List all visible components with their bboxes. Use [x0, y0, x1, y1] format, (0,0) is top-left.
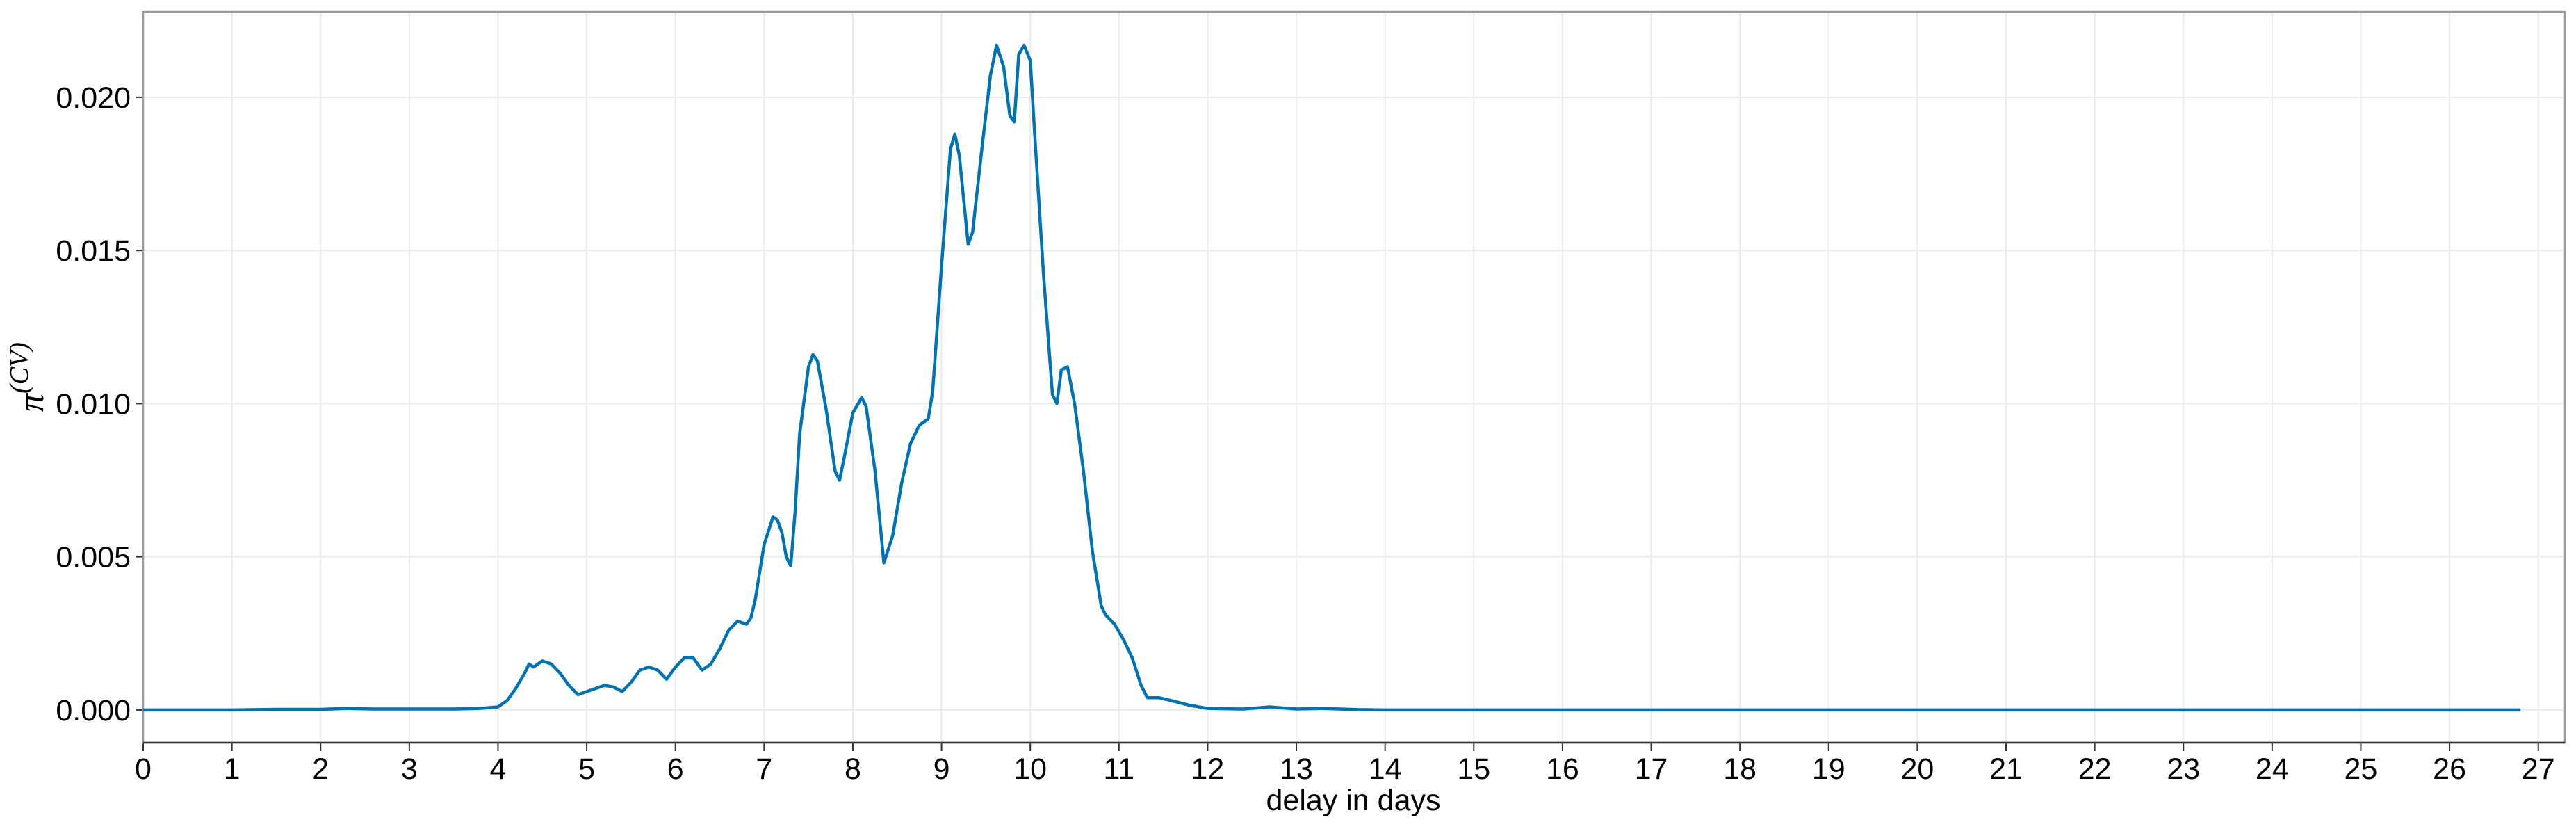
- y-axis-label-base: π: [12, 392, 51, 412]
- y-axis-label: π(CV): [5, 342, 51, 412]
- x-tick-label: 23: [2167, 752, 2200, 786]
- x-tick-label: 7: [756, 752, 772, 786]
- x-tick-label: 1: [224, 752, 241, 786]
- y-axis-label-sup: (CV): [5, 342, 34, 394]
- x-tick-label: 10: [1013, 752, 1047, 786]
- y-tick-label: 0.020: [56, 81, 131, 115]
- x-tick-label: 0: [135, 752, 152, 786]
- x-tick-label: 11: [1103, 752, 1134, 786]
- x-tick-label: 20: [1900, 752, 1934, 786]
- data-line: [143, 43, 2521, 712]
- x-tick-label: 9: [934, 752, 950, 786]
- x-tick-label: 8: [845, 752, 861, 786]
- x-tick-label: 22: [2078, 752, 2112, 786]
- x-tick-label: 21: [1989, 752, 2023, 786]
- y-tick-label: 0.000: [56, 694, 131, 727]
- x-tick-label: 16: [1546, 752, 1579, 786]
- x-tick-label: 14: [1369, 752, 1402, 786]
- x-tick-label: 13: [1280, 752, 1313, 786]
- x-tick-label: 27: [2522, 752, 2555, 786]
- x-tick-label: 15: [1457, 752, 1490, 786]
- x-tick-label: 4: [490, 752, 507, 786]
- x-tick-label: 19: [1812, 752, 1845, 786]
- x-tick-label: 12: [1191, 752, 1225, 786]
- x-axis-label: delay in days: [1266, 784, 1441, 817]
- y-tick-label: 0.015: [56, 234, 131, 268]
- y-tick-label: 0.005: [56, 541, 131, 574]
- x-tick-label: 26: [2433, 752, 2466, 786]
- y-tick-label: 0.010: [56, 387, 131, 421]
- x-tick-label: 24: [2256, 752, 2289, 786]
- x-tick-label: 5: [578, 752, 595, 786]
- x-tick-label: 3: [401, 752, 418, 786]
- x-tick-label: 17: [1635, 752, 1668, 786]
- plot-frame: [142, 10, 2566, 744]
- x-tick-label: 6: [667, 752, 684, 786]
- x-tick-label: 2: [312, 752, 329, 786]
- x-tick-label: 18: [1723, 752, 1756, 786]
- x-tick-label: 25: [2345, 752, 2378, 786]
